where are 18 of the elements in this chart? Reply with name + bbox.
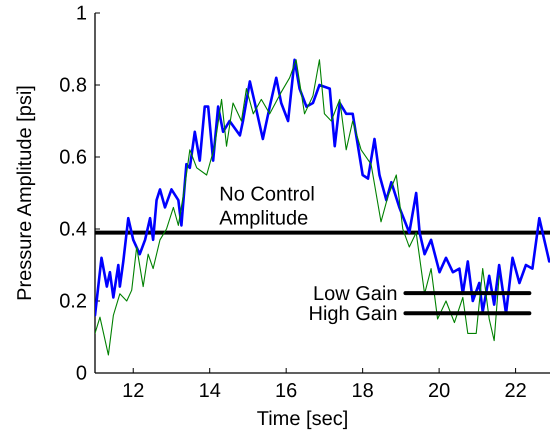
x-tick-label: 22 — [504, 380, 527, 402]
y-tick-label: 0.2 — [59, 290, 87, 312]
y-axis-title: Pressure Amplitude [psi] — [14, 85, 36, 301]
y-tick-label: 0 — [76, 362, 87, 384]
x-axis-title: Time [sec] — [256, 408, 348, 430]
y-tick-label: 0.4 — [59, 218, 87, 240]
y-tick-label: 0.8 — [59, 74, 87, 96]
line-series — [95, 59, 500, 356]
x-tick-label: 18 — [352, 380, 374, 402]
ref-line-label: No Control Amplitude — [219, 184, 315, 230]
x-tick-label: 12 — [122, 380, 144, 402]
x-tick-label: 20 — [428, 380, 450, 402]
y-tick-label: 0.6 — [59, 146, 87, 168]
series-label: High Gain — [308, 303, 398, 326]
x-tick-label: 16 — [275, 380, 298, 402]
series-label: Low Gain — [312, 283, 398, 306]
x-tick-label: 14 — [198, 380, 221, 402]
y-tick-label: 1 — [76, 2, 87, 24]
